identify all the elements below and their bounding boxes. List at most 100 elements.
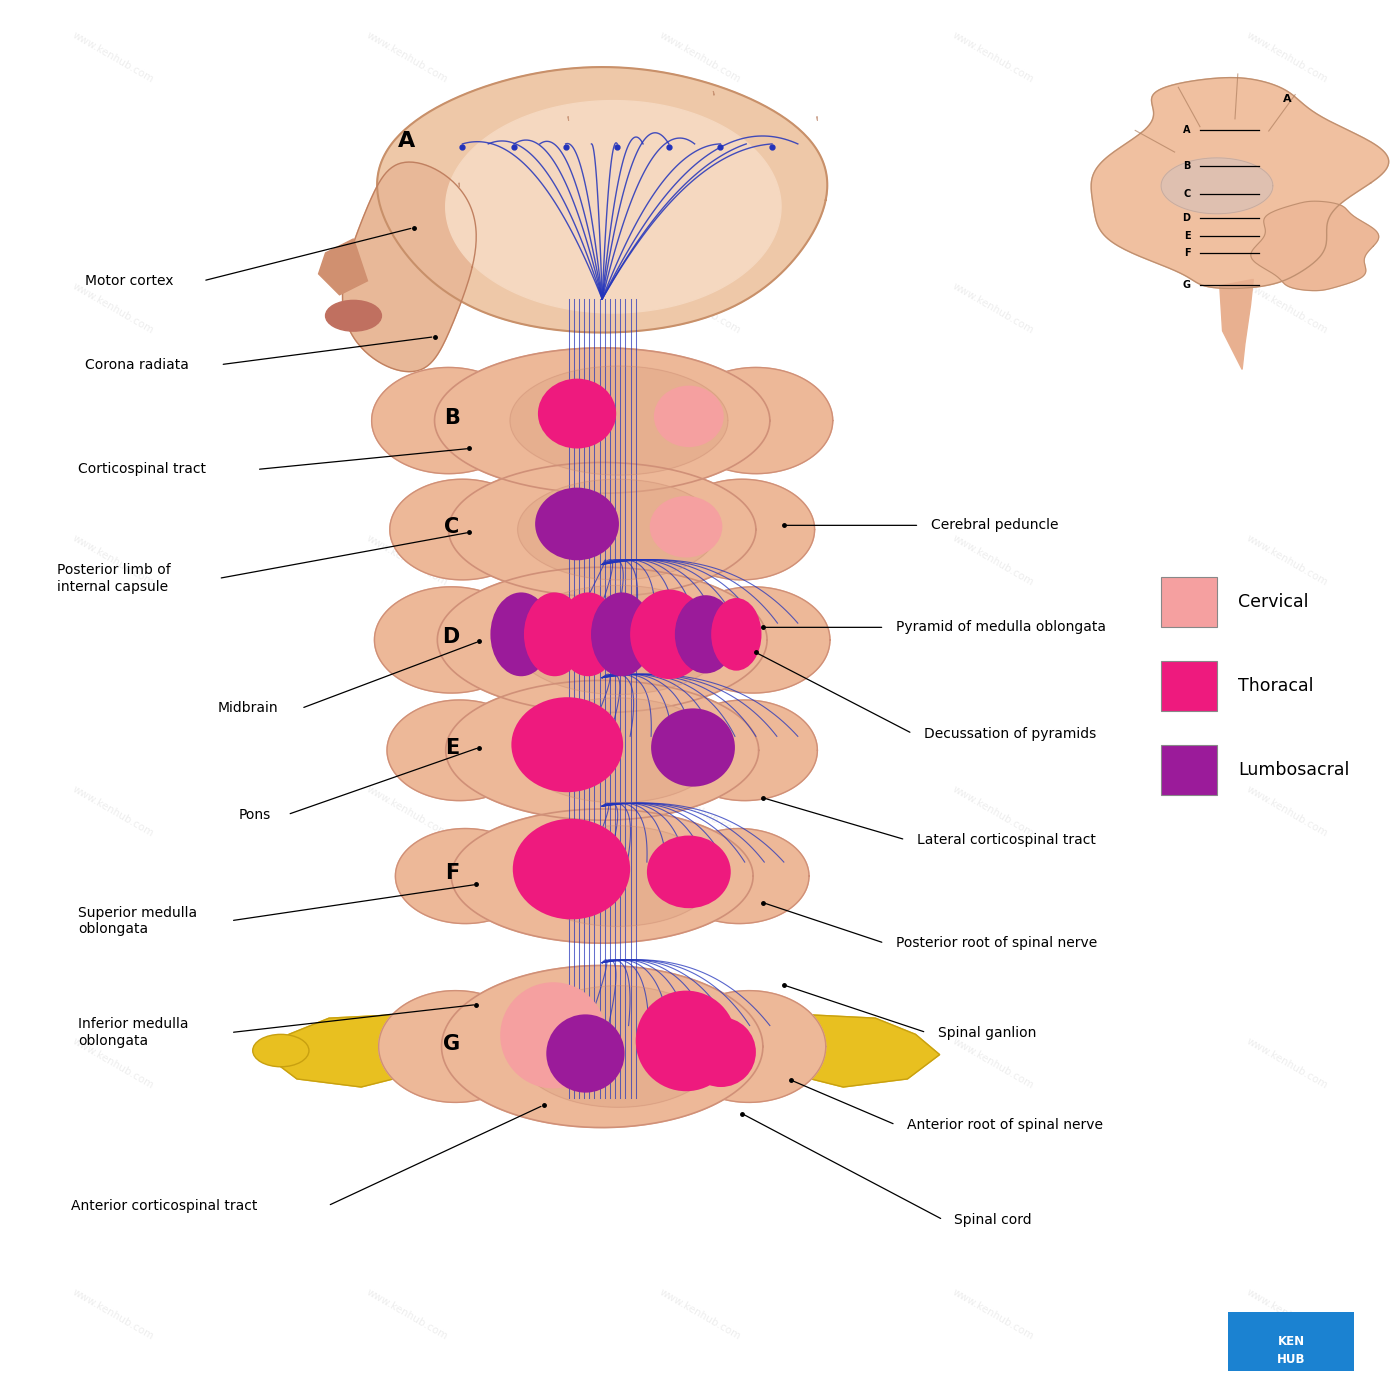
Ellipse shape — [636, 991, 736, 1091]
Text: Posterior root of spinal nerve: Posterior root of spinal nerve — [896, 937, 1096, 951]
Polygon shape — [510, 365, 728, 475]
Text: G: G — [1183, 280, 1190, 290]
Text: D: D — [1183, 213, 1190, 223]
Text: www.kenhub.com: www.kenhub.com — [71, 1036, 155, 1091]
Polygon shape — [445, 101, 781, 314]
Text: www.kenhub.com: www.kenhub.com — [71, 281, 155, 336]
Polygon shape — [319, 239, 367, 295]
Polygon shape — [672, 991, 826, 1102]
Text: www.kenhub.com: www.kenhub.com — [658, 29, 742, 84]
Polygon shape — [386, 700, 532, 801]
Text: A: A — [1183, 125, 1190, 134]
Text: www.kenhub.com: www.kenhub.com — [951, 1036, 1036, 1091]
Polygon shape — [343, 162, 476, 371]
Polygon shape — [672, 700, 818, 801]
Text: www.kenhub.com: www.kenhub.com — [364, 281, 449, 336]
Text: www.kenhub.com: www.kenhub.com — [1245, 29, 1329, 84]
Ellipse shape — [524, 592, 585, 676]
Text: D: D — [442, 627, 459, 647]
Polygon shape — [441, 966, 763, 1127]
Text: Spinal ganlion: Spinal ganlion — [938, 1026, 1036, 1040]
Ellipse shape — [326, 301, 381, 332]
Text: Superior medulla
oblongata: Superior medulla oblongata — [78, 906, 197, 935]
Ellipse shape — [546, 1015, 624, 1092]
Polygon shape — [448, 462, 756, 596]
Text: www.kenhub.com: www.kenhub.com — [951, 281, 1036, 336]
Text: Midbrain: Midbrain — [218, 701, 279, 715]
Text: F: F — [1184, 248, 1190, 258]
FancyBboxPatch shape — [1161, 661, 1217, 711]
Text: www.kenhub.com: www.kenhub.com — [658, 281, 742, 336]
Text: www.kenhub.com: www.kenhub.com — [1245, 1288, 1329, 1343]
Text: www.kenhub.com: www.kenhub.com — [364, 784, 449, 839]
Ellipse shape — [711, 598, 762, 671]
Polygon shape — [679, 367, 833, 473]
Text: A: A — [1282, 94, 1291, 104]
Text: Corona radiata: Corona radiata — [85, 357, 189, 371]
Polygon shape — [395, 829, 535, 924]
Text: Corticospinal tract: Corticospinal tract — [78, 462, 206, 476]
Text: KEN: KEN — [1277, 1334, 1305, 1348]
Text: www.kenhub.com: www.kenhub.com — [951, 784, 1036, 839]
Text: www.kenhub.com: www.kenhub.com — [658, 1036, 742, 1091]
Text: www.kenhub.com: www.kenhub.com — [951, 533, 1036, 588]
Text: www.kenhub.com: www.kenhub.com — [951, 29, 1036, 84]
Ellipse shape — [651, 708, 735, 787]
Ellipse shape — [512, 819, 630, 920]
Text: B: B — [1183, 161, 1190, 171]
Text: www.kenhub.com: www.kenhub.com — [658, 533, 742, 588]
Polygon shape — [378, 991, 532, 1102]
Text: B: B — [444, 407, 459, 428]
Ellipse shape — [647, 836, 731, 909]
Text: www.kenhub.com: www.kenhub.com — [658, 1288, 742, 1343]
Text: www.kenhub.com: www.kenhub.com — [364, 533, 449, 588]
Text: www.kenhub.com: www.kenhub.com — [1245, 784, 1329, 839]
Text: www.kenhub.com: www.kenhub.com — [71, 784, 155, 839]
Ellipse shape — [253, 1035, 309, 1067]
Polygon shape — [374, 587, 528, 693]
Polygon shape — [739, 1014, 939, 1086]
Text: E: E — [445, 738, 459, 757]
Polygon shape — [265, 1014, 466, 1086]
Text: E: E — [1184, 231, 1190, 241]
Ellipse shape — [538, 378, 616, 448]
Text: Anterior root of spinal nerve: Anterior root of spinal nerve — [907, 1117, 1103, 1131]
Text: Cervical: Cervical — [1238, 594, 1309, 612]
Text: Cerebral peduncle: Cerebral peduncle — [931, 518, 1058, 532]
Polygon shape — [389, 479, 535, 580]
Polygon shape — [676, 587, 830, 693]
Ellipse shape — [650, 496, 722, 557]
Text: Decussation of pyramids: Decussation of pyramids — [924, 727, 1096, 741]
Text: Inferior medulla
oblongata: Inferior medulla oblongata — [78, 1018, 189, 1047]
Text: Posterior limb of
internal capsule: Posterior limb of internal capsule — [57, 563, 171, 594]
Text: Pyramid of medulla oblongata: Pyramid of medulla oblongata — [896, 620, 1106, 634]
Text: Thoracal: Thoracal — [1238, 678, 1313, 694]
FancyBboxPatch shape — [1161, 577, 1217, 627]
FancyBboxPatch shape — [1161, 745, 1217, 795]
Text: A: A — [398, 132, 416, 151]
Ellipse shape — [675, 595, 736, 673]
Polygon shape — [434, 349, 770, 493]
Polygon shape — [451, 809, 753, 944]
Polygon shape — [1219, 280, 1253, 370]
Text: www.kenhub.com: www.kenhub.com — [951, 1288, 1036, 1343]
Text: Motor cortex: Motor cortex — [85, 274, 174, 288]
Polygon shape — [1161, 158, 1273, 214]
Text: G: G — [442, 1033, 459, 1054]
FancyBboxPatch shape — [1228, 1312, 1354, 1371]
Ellipse shape — [557, 592, 619, 676]
Polygon shape — [437, 567, 767, 713]
Polygon shape — [1091, 77, 1389, 288]
Text: Anterior corticospinal tract: Anterior corticospinal tract — [71, 1198, 258, 1212]
Text: Spinal cord: Spinal cord — [955, 1212, 1032, 1226]
Text: www.kenhub.com: www.kenhub.com — [1245, 1036, 1329, 1091]
Polygon shape — [371, 367, 525, 473]
Ellipse shape — [654, 385, 724, 447]
Polygon shape — [518, 479, 717, 580]
Text: Lateral corticospinal tract: Lateral corticospinal tract — [917, 833, 1095, 847]
Ellipse shape — [535, 487, 619, 560]
Text: Pons: Pons — [239, 808, 272, 822]
Polygon shape — [669, 829, 809, 924]
Ellipse shape — [500, 983, 606, 1088]
Text: F: F — [445, 864, 459, 883]
